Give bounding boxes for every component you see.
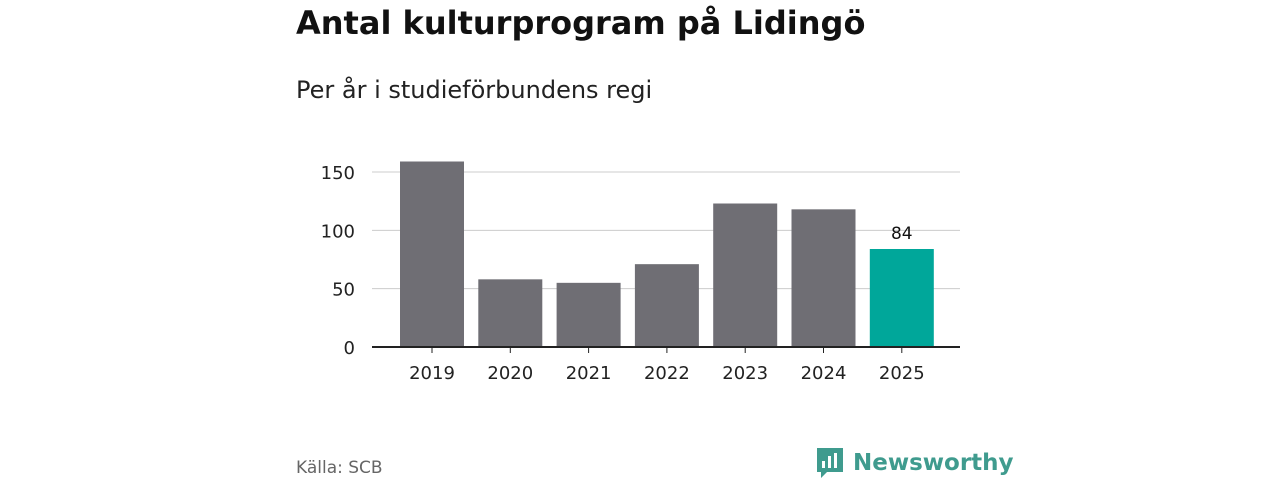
x-tick-label: 2021 — [566, 363, 612, 384]
bar-2022 — [634, 264, 699, 347]
newsworthy-logo-icon — [817, 448, 843, 478]
newsworthy-logo: Newsworthy — [815, 446, 1014, 480]
x-tick-label: 2022 — [644, 363, 690, 384]
chart-title: Antal kulturprogram på Lidingö — [296, 4, 866, 42]
bar-2025 — [869, 249, 934, 347]
chart-subtitle: Per år i studieförbundens regi — [296, 76, 653, 104]
axes: 0 50 100 150 2019 2020 2021 2022 2023 2024 2025 — [321, 163, 960, 384]
source-note: Källa: SCB — [296, 458, 383, 478]
data-label: 84 — [891, 224, 913, 244]
y-tick-label: 50 — [332, 280, 355, 301]
x-tick-label: 2025 — [879, 363, 925, 384]
x-tick-label: 2019 — [409, 363, 455, 384]
bar-2024 — [791, 209, 856, 347]
data-labels: 84 — [891, 224, 913, 244]
bar-2020 — [478, 279, 543, 347]
x-tick-label: 2023 — [722, 363, 768, 384]
brand-name: Newsworthy — [853, 450, 1014, 476]
y-tick-label: 150 — [321, 163, 355, 184]
y-tick-label: 100 — [321, 221, 355, 242]
y-tick-label: 0 — [344, 338, 355, 359]
x-tick-label: 2020 — [487, 363, 533, 384]
bar-2023 — [713, 203, 778, 347]
bar-2019 — [400, 161, 464, 347]
x-tick-label: 2024 — [801, 363, 847, 384]
bar-2021 — [556, 282, 621, 347]
bar-chart: 84 0 50 100 150 2019 2020 2021 2022 2023 2024 2025 — [321, 161, 960, 384]
bars — [400, 161, 934, 347]
